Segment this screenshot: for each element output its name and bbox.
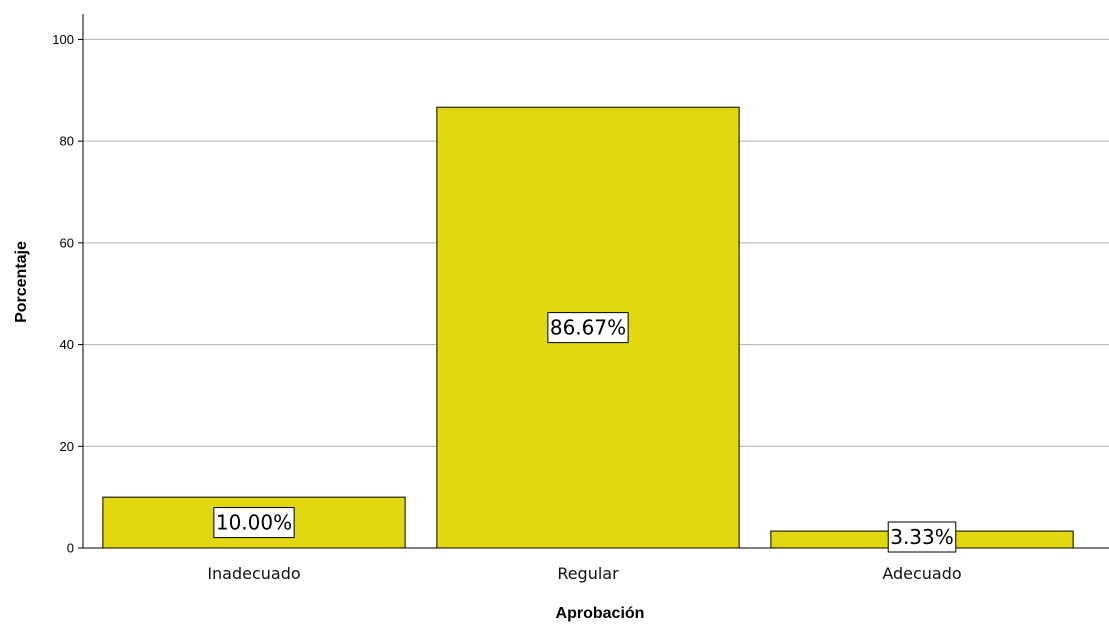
x-category-label: Regular: [557, 564, 619, 583]
x-category-labels: Inadecuado Regular Adecuado: [207, 564, 961, 583]
data-label-text: 86.67%: [550, 316, 626, 340]
x-category-label: Adecuado: [882, 564, 961, 583]
y-tick-label: 100: [52, 32, 74, 47]
y-tick-label: 20: [60, 439, 74, 454]
data-label-adecuado: 3.33%: [887, 521, 957, 553]
data-label-box: [213, 507, 295, 539]
x-axis-title: Aprobación: [556, 605, 645, 622]
data-labels: 10.00% 86.67% 3.33%: [213, 312, 957, 553]
data-label-text: 10.00%: [216, 511, 292, 535]
y-tick-label: 60: [60, 235, 74, 250]
y-tick-labels: 0 20 40 60 80 100: [52, 32, 83, 556]
data-label-box: [547, 312, 629, 344]
y-tick-label: 40: [60, 337, 74, 352]
data-label-inadecuado: 10.00%: [213, 507, 295, 539]
data-label-box: [887, 521, 957, 553]
x-category-label: Inadecuado: [207, 564, 300, 583]
data-label-text: 3.33%: [890, 525, 954, 549]
y-axis-title: Porcentaje: [13, 241, 30, 323]
data-label-regular: 86.67%: [547, 312, 629, 344]
y-tick-label: 0: [67, 541, 74, 556]
y-tick-label: 80: [60, 134, 74, 149]
